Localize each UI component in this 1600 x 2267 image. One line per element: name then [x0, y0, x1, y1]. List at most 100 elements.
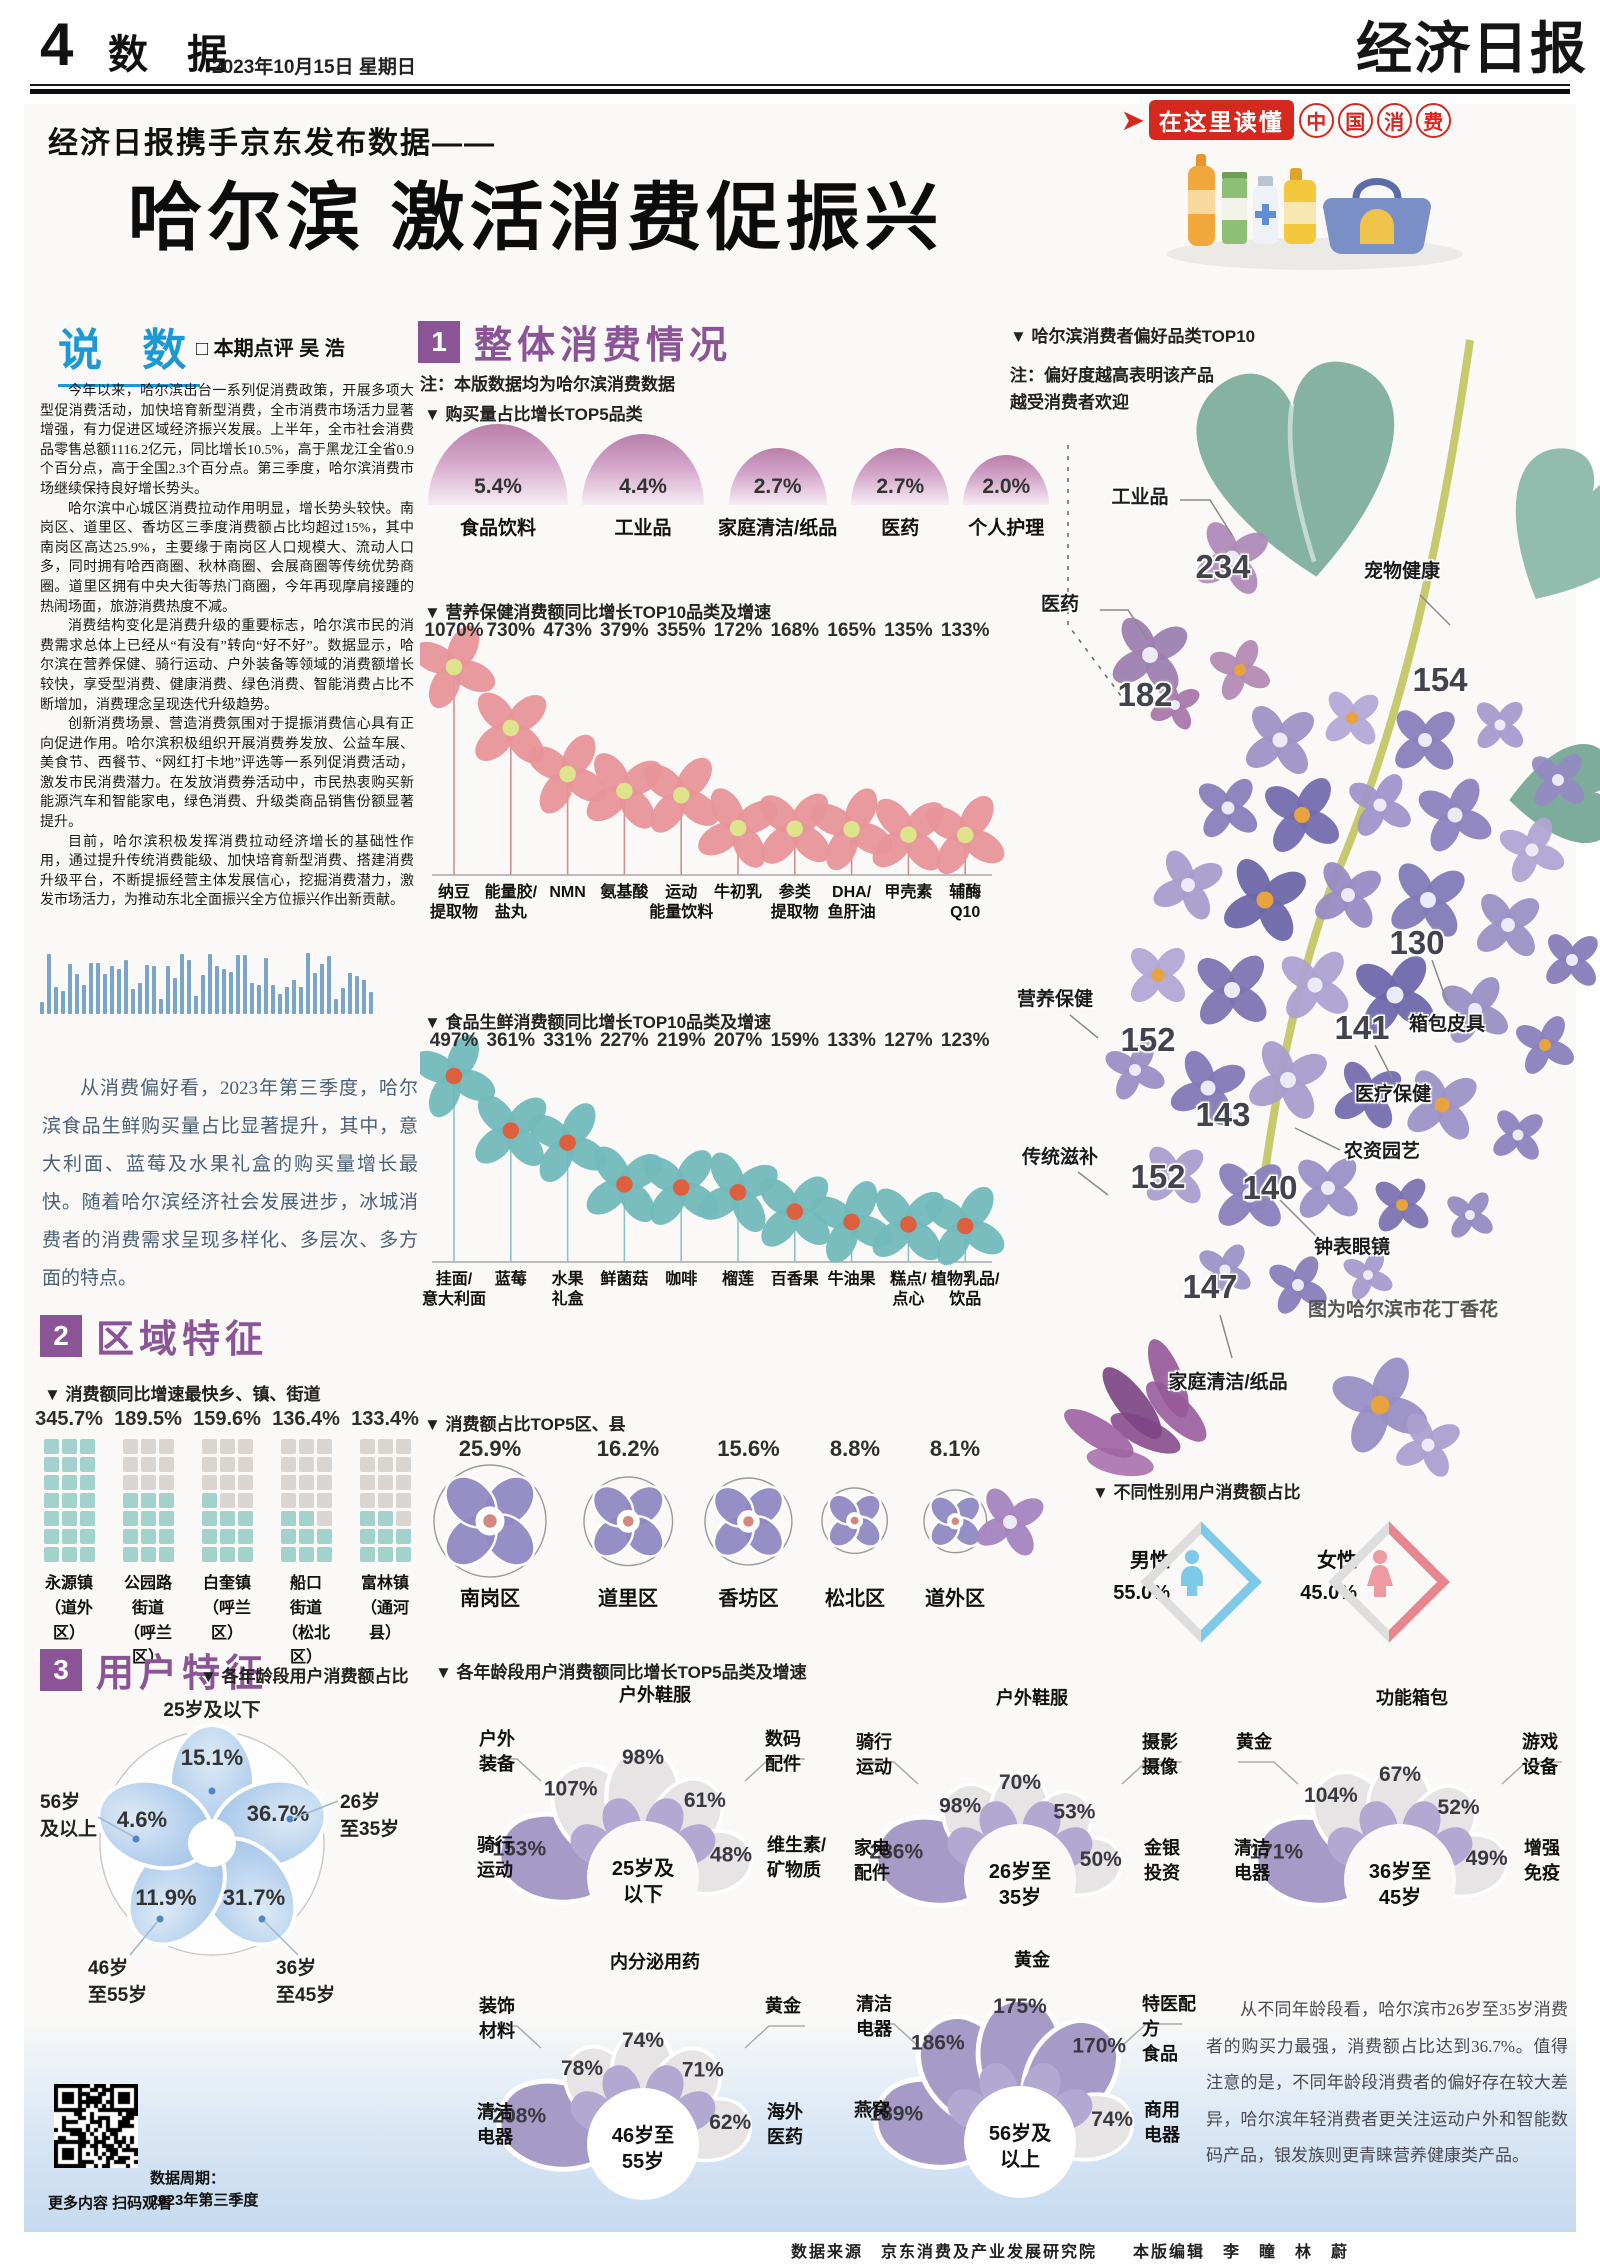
svg-text:56岁及: 56岁及 [989, 2121, 1052, 2145]
waffle-label: 公园路 街道 （呼兰区） [123, 1575, 172, 1667]
flower-icon [1395, 710, 1455, 770]
footer-credits: 数据来源 京东消费及产业发展研究院 本版编辑 李 瞳 林 蔚 [790, 2244, 1349, 2261]
age-share-title: ▼ 各年龄段用户消费额占比 [200, 1667, 409, 1686]
district-flower [579, 1462, 678, 1580]
age-label: 26岁 至35岁 [340, 1792, 400, 1840]
wave-bar [96, 962, 100, 1014]
preference-label: 农资园艺 [1343, 1140, 1421, 1162]
svg-text:纳豆: 纳豆 [438, 882, 470, 901]
wave-bar [173, 977, 177, 1014]
svg-text:点心: 点心 [892, 1289, 924, 1308]
preference-label: 传统滋补 [1021, 1146, 1099, 1168]
fan-petal-label: 摄影 摄像 [1142, 1732, 1178, 1778]
flower-icon [643, 757, 719, 833]
svg-text:能量胶/: 能量胶/ [485, 882, 538, 901]
svg-text:78%: 78% [561, 2057, 603, 2080]
badge-circle-char: 国 [1337, 102, 1373, 138]
svg-text:榴莲: 榴莲 [722, 1269, 754, 1288]
flower-icon [1197, 955, 1267, 1025]
svg-text:意大利面: 意大利面 [422, 1289, 486, 1308]
district-chart-title: ▼ 消费额占比TOP5区、县 [424, 1415, 626, 1434]
waffle-label: 白奎镇 （呼兰区） [202, 1575, 251, 1642]
svg-text:氨基酸: 氨基酸 [600, 882, 649, 901]
flower-icon [1375, 1178, 1429, 1232]
flower-icon [759, 1176, 830, 1247]
dome-label: 工业品 [614, 518, 672, 540]
svg-text:50%: 50% [1080, 1848, 1122, 1871]
wave-bar [159, 999, 163, 1014]
age-growth-title: ▼ 各年龄段用户消费额同比增长TOP5品类及增速 [435, 1663, 807, 1682]
svg-text:能量饮料: 能量饮料 [649, 902, 713, 921]
flower-icon [1356, 956, 1434, 1034]
fan-petal-label: 黄金 [765, 1996, 801, 2016]
fan-petal-label: 燕窝 [854, 2100, 890, 2120]
svg-text:133%: 133% [827, 1030, 876, 1051]
flower-icon [1396, 1413, 1460, 1477]
svg-text:运动: 运动 [665, 883, 697, 901]
svg-text:730%: 730% [486, 620, 535, 641]
fan-petal-label: 装饰 材料 [479, 1996, 515, 2042]
flower-icon [1170, 1050, 1246, 1126]
top5-purchase-chart: 5.4% 食品饮料 4.4% 工业品 2.7% 家庭清洁/纸品 2.7% 医药 2.0% 个人护理 [428, 424, 1050, 540]
wave-bar [348, 972, 352, 1014]
commentary-byline: □ 本期点评 吴 浩 [196, 338, 345, 360]
preference-title: ▼ 哈尔滨消费者偏好品类TOP10 [1010, 327, 1256, 346]
svg-text:1070%: 1070% [424, 620, 483, 641]
region-waffle-chart: 345.7% 永源镇 （道外区） 189.5% 公园路 街道 （呼兰区） 159.6% 白… [35, 1408, 422, 1671]
page-number: 4 [40, 11, 74, 78]
fan-petal-label: 户外鞋服 [619, 1685, 691, 1705]
wave-bar [40, 1002, 44, 1014]
dome-item: 4.4% 工业品 [582, 434, 704, 540]
badge-circle-char: 中 [1298, 102, 1334, 138]
svg-text:36.7%: 36.7% [247, 1801, 309, 1826]
female-diamond [1328, 1521, 1450, 1643]
flower-icon [1546, 934, 1598, 986]
svg-text:189%: 189% [869, 2102, 923, 2125]
preference-label: 箱包皮具 [1408, 1013, 1486, 1035]
flower-icon [1105, 1040, 1165, 1100]
fan-petal-label: 游戏 设备 [1522, 1732, 1558, 1778]
svg-text:127%: 127% [884, 1030, 933, 1051]
wave-bar [222, 968, 226, 1014]
section-name: 数 据 [108, 33, 242, 77]
svg-text:53%: 53% [1053, 1801, 1095, 1824]
fresh-top10-chart: 497% 361% 331% 227% 219% 207% 159% 133% 127% 123%… [412, 1030, 1005, 1333]
dome-label: 医药 [881, 518, 920, 540]
wave-bar [131, 989, 135, 1014]
svg-text:61%: 61% [684, 1789, 726, 1812]
page-title: 哈尔滨 激活消费促振兴 [128, 176, 944, 259]
svg-text:168%: 168% [770, 620, 819, 641]
flower-icon [528, 734, 608, 814]
svg-text:98%: 98% [939, 1794, 981, 1817]
wave-bar [362, 980, 366, 1014]
svg-text:207%: 207% [714, 1030, 763, 1051]
svg-text:牛油果: 牛油果 [828, 1269, 876, 1288]
waffle-item: 345.7% 永源镇 （道外区） [35, 1408, 103, 1671]
preference-label: 钟表眼镜 [1313, 1236, 1391, 1258]
waffle-label: 富林镇 （通河县） [360, 1575, 409, 1642]
arrow-icon: ➤ [1122, 104, 1144, 135]
svg-text:172%: 172% [714, 620, 763, 641]
dome-label: 食品饮料 [459, 518, 536, 540]
flower-icon [1499, 817, 1565, 883]
dome-label: 家庭清洁/纸品 [718, 518, 838, 540]
flower-icon [1281, 951, 1349, 1019]
preference-value: 182 [1117, 676, 1173, 713]
svg-text:74%: 74% [622, 2029, 664, 2052]
commentary-title: 说 数 [58, 314, 201, 387]
fan-petal-label: 清洁 电器 [477, 2102, 513, 2148]
svg-text:123%: 123% [941, 1030, 990, 1051]
section-2-title: 区域特征 [96, 1319, 269, 1361]
wave-bar [54, 986, 58, 1014]
product-icons-illustration [1160, 146, 1470, 279]
commentary-highlight: 从消费偏好看，2023年第三季度，哈尔滨食品生鲜购买量占比显著提升，其中，意大利… [42, 1078, 418, 1289]
wave-bar [285, 986, 289, 1014]
age-share-flower-chart: 15.1% 36.7% 31.7% 11.9% 4.6% 25岁及以下 26岁 至35岁 36… [40, 1695, 436, 2006]
district-label: 道外区 [925, 1588, 985, 1610]
preference-top10-panel: ▼ 哈尔滨消费者偏好品类TOP10 注：偏好度越高表明该产品 越受消费者欢迎 工… [680, 310, 1600, 1560]
svg-text:159%: 159% [770, 1030, 819, 1051]
preference-value: 147 [1182, 1268, 1238, 1305]
district-label: 松北区 [825, 1588, 885, 1610]
wave-bar [229, 971, 233, 1014]
svg-text:4.6%: 4.6% [117, 1807, 167, 1832]
